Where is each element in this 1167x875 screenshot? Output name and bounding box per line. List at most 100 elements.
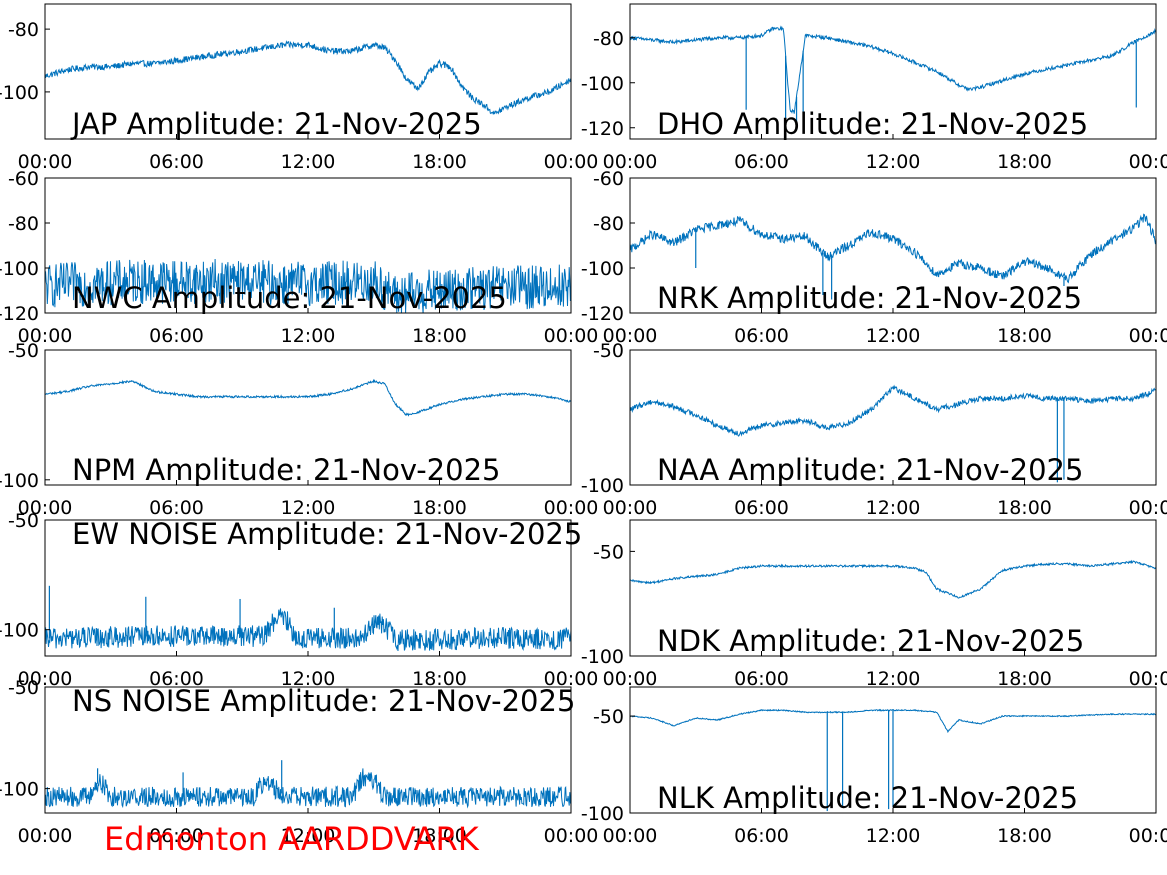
x-tick-label: 12:00	[866, 497, 921, 519]
series-line	[45, 768, 571, 809]
y-tick-label: -50	[8, 340, 39, 362]
x-tick-label: 18:00	[997, 668, 1052, 690]
chart-panel: 00:00 06:00 12:00 18:00 00:00 -60 -80 -100 -120 N…	[581, 168, 1167, 347]
y-tick-label: -100	[0, 620, 39, 642]
x-tick-label: 12:00	[866, 151, 921, 173]
y-tick-label: -100	[581, 803, 624, 825]
chart-title: JAP Amplitude: 21-Nov-2025	[70, 107, 482, 141]
x-tick-label: 00:00	[603, 668, 658, 690]
x-tick-label: 00:00	[603, 151, 658, 173]
x-tick-label: 18:00	[412, 825, 467, 847]
y-tick-label: -120	[0, 303, 39, 325]
chart-title: NDK Amplitude: 21-Nov-2025	[657, 624, 1084, 658]
y-tick-label: -100	[581, 475, 624, 497]
chart-title: NWC Amplitude: 21-Nov-2025	[72, 281, 507, 315]
x-tick-label: 12:00	[281, 497, 336, 519]
x-tick-label: 18:00	[997, 325, 1052, 347]
x-tick-label: 00:00	[1129, 668, 1167, 690]
y-tick-label: -50	[593, 340, 624, 362]
series-line	[630, 25, 1156, 114]
y-tick-label: -50	[8, 677, 39, 699]
footer-label: Edmonton AARDDVARK	[104, 820, 479, 858]
x-tick-label: 00:00	[544, 497, 599, 519]
y-tick-label: -100	[0, 470, 39, 492]
chart-title: NAA Amplitude: 21-Nov-2025	[657, 453, 1083, 487]
x-tick-label: 18:00	[412, 668, 467, 690]
chart-title: NRK Amplitude: 21-Nov-2025	[657, 281, 1082, 315]
y-tick-label: -100	[0, 258, 39, 280]
x-tick-label: 06:00	[149, 668, 204, 690]
y-tick-label: -50	[593, 541, 624, 563]
chart-panel: 00:00 06:00 12:00 18:00 00:00 -80 -100 JAP Ampl…	[0, 3, 599, 173]
series-line	[45, 378, 571, 417]
x-tick-label: 06:00	[734, 825, 789, 847]
x-tick-label: 12:00	[866, 325, 921, 347]
chart-panel: 00:00 06:00 12:00 18:00 00:00 -50 -100 NDK Ampl…	[581, 519, 1167, 690]
y-tick-label: -80	[8, 213, 39, 235]
chart-panel: 00:00 06:00 12:00 18:00 00:00 -60 -80 -100 -120 N…	[0, 168, 598, 347]
x-tick-label: 12:00	[281, 825, 336, 847]
y-tick-label: -60	[593, 168, 624, 190]
chart-panel: 00:00 06:00 12:00 18:00 00:00 -50 -100 EW NOISE…	[0, 510, 598, 690]
series-line	[630, 559, 1156, 599]
x-tick-label: 18:00	[997, 497, 1052, 519]
x-tick-label: 06:00	[149, 497, 204, 519]
x-tick-label: 06:00	[149, 325, 204, 347]
series-line	[630, 213, 1156, 284]
series-line	[45, 258, 571, 313]
x-tick-label: 00:00	[18, 668, 73, 690]
y-tick-label: -100	[0, 779, 39, 801]
x-tick-label: 00:00	[544, 668, 599, 690]
x-tick-label: 06:00	[149, 151, 204, 173]
x-tick-label: 00:00	[1129, 325, 1167, 347]
x-tick-label: 18:00	[412, 325, 467, 347]
x-tick-label: 00:00	[544, 151, 599, 173]
chart-panel: 00:00 06:00 12:00 18:00 00:00 -50 -100 NPM Ampl…	[0, 340, 598, 519]
y-tick-label: -80	[593, 213, 624, 235]
chart-title: NS NOISE Amplitude: 21-Nov-2025	[72, 684, 575, 718]
y-tick-label: -100	[581, 258, 624, 280]
y-tick-label: -60	[8, 168, 39, 190]
x-tick-label: 12:00	[281, 151, 336, 173]
chart-panel: 00:00 06:00 12:00 18:00 00:00 -50 -100 NAA Ampl…	[581, 340, 1167, 519]
chart-panel: 00:00 06:00 12:00 18:00 00:00 -50 -100 NS NOISE…	[0, 677, 598, 847]
y-tick-label: -100	[581, 73, 624, 95]
x-tick-label: 06:00	[734, 668, 789, 690]
y-tick-label: -120	[581, 303, 624, 325]
series-line	[630, 708, 1156, 734]
y-tick-label: -50	[8, 510, 39, 532]
x-tick-label: 06:00	[149, 825, 204, 847]
x-tick-label: 00:00	[603, 497, 658, 519]
series-line	[45, 40, 571, 115]
chart-panel: 00:00 06:00 12:00 18:00 00:00 -50 -100 NLK Ampl…	[581, 686, 1167, 847]
x-tick-label: 00:00	[1129, 825, 1167, 847]
x-tick-label: 00:00	[603, 325, 658, 347]
chart-title: NPM Amplitude: 21-Nov-2025	[72, 453, 500, 487]
x-tick-label: 00:00	[1129, 151, 1167, 173]
x-tick-label: 00:00	[18, 151, 73, 173]
y-tick-label: -80	[8, 19, 39, 41]
x-tick-label: 06:00	[734, 497, 789, 519]
x-tick-label: 12:00	[866, 668, 921, 690]
y-tick-label: -80	[593, 28, 624, 50]
series-line	[630, 384, 1156, 437]
x-tick-label: 12:00	[866, 825, 921, 847]
chart-title: DHO Amplitude: 21-Nov-2025	[657, 107, 1088, 141]
x-tick-label: 18:00	[997, 825, 1052, 847]
x-tick-label: 12:00	[281, 325, 336, 347]
x-tick-label: 18:00	[412, 497, 467, 519]
x-tick-label: 18:00	[997, 151, 1052, 173]
x-tick-label: 00:00	[544, 325, 599, 347]
x-tick-label: 06:00	[734, 151, 789, 173]
y-tick-label: -100	[581, 646, 624, 668]
x-tick-label: 18:00	[412, 151, 467, 173]
chart-panel: 00:00 06:00 12:00 18:00 00:00 -80 -100 -120 DHO …	[581, 3, 1167, 173]
chart-title: NLK Amplitude: 21-Nov-2025	[657, 781, 1078, 815]
x-tick-label: 00:00	[603, 825, 658, 847]
x-tick-label: 12:00	[281, 668, 336, 690]
x-tick-label: 00:00	[18, 825, 73, 847]
y-tick-label: -50	[593, 706, 624, 728]
y-tick-label: -100	[0, 82, 39, 104]
x-tick-label: 00:00	[544, 825, 599, 847]
